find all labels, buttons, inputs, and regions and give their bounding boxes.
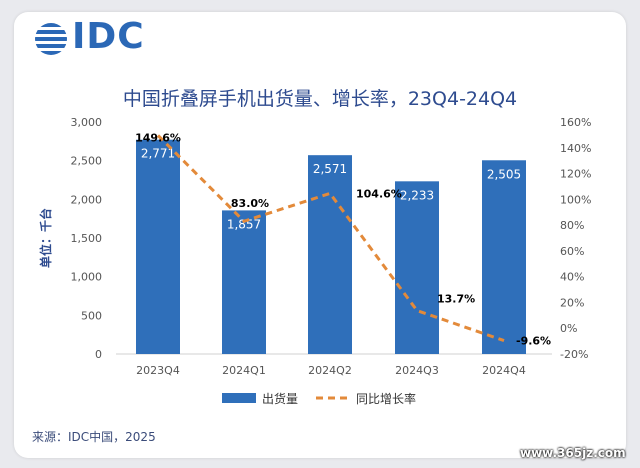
- watermark: www.365jz.com: [520, 446, 626, 460]
- left-tick-label: 1,500: [71, 232, 103, 245]
- legend: 出货量 同比增长率: [222, 391, 416, 406]
- x-tick-label: 2023Q4: [136, 364, 180, 377]
- right-axis-ticks: 160% 140% 120% 100% 80% 60% 40% 20% 0% -20%: [560, 116, 591, 361]
- right-tick-label: 140%: [560, 142, 591, 155]
- x-axis-ticks: 2023Q4 2024Q1 2024Q2 2024Q3 2024Q4: [136, 364, 526, 377]
- bar: [308, 155, 352, 354]
- x-tick-label: 2024Q3: [395, 364, 439, 377]
- left-axis-ticks: 3,000 2,500 2,000 1,500 1,000 500 0: [71, 116, 103, 361]
- x-tick-label: 2024Q1: [222, 364, 266, 377]
- right-tick-label: 60%: [560, 245, 584, 258]
- combo-chart: 3,000 2,500 2,000 1,500 1,000 500 0 160% 140% 12…: [38, 116, 591, 406]
- left-tick-label: 1,000: [71, 271, 103, 284]
- legend-bar-label: 出货量: [262, 391, 298, 406]
- bar-value-label: 2,233: [400, 188, 434, 202]
- growth-rate-line: [156, 134, 505, 343]
- growth-rate-series: 149.6% 83.0% 104.6% 13.7% -9.6%: [135, 131, 551, 347]
- left-tick-label: 3,000: [71, 116, 103, 129]
- right-tick-label: 100%: [560, 193, 591, 206]
- bar-value-label: 2,505: [487, 167, 521, 181]
- chart-title: 中国折叠屏手机出货量、增长率，23Q4-24Q4: [122, 88, 518, 110]
- bar-value-label: 2,571: [313, 162, 347, 176]
- growth-rate-label: -9.6%: [516, 335, 551, 348]
- idc-logo: IDC: [72, 16, 145, 57]
- y-axis-label: 单位：千台: [38, 208, 53, 268]
- right-tick-label: 160%: [560, 116, 591, 129]
- bar: [482, 160, 526, 354]
- right-tick-label: -20%: [560, 348, 588, 361]
- bar-value-label: 2,771: [141, 147, 175, 161]
- x-tick-label: 2024Q4: [482, 364, 526, 377]
- bar: [395, 181, 439, 354]
- bar: [136, 139, 180, 354]
- right-tick-label: 120%: [560, 168, 591, 181]
- left-tick-label: 2,500: [71, 155, 103, 168]
- left-tick-label: 500: [81, 309, 102, 322]
- growth-rate-label: 104.6%: [356, 187, 402, 200]
- right-tick-label: 0%: [560, 322, 577, 335]
- growth-rate-label: 149.6%: [135, 131, 181, 144]
- growth-rate-label: 83.0%: [231, 197, 269, 210]
- idc-globe-icon: [35, 23, 67, 55]
- x-tick-label: 2024Q2: [308, 364, 352, 377]
- right-tick-label: 40%: [560, 271, 584, 284]
- source-note: 来源：IDC中国，2025: [32, 430, 156, 444]
- right-tick-label: 80%: [560, 219, 584, 232]
- legend-bar-swatch: [222, 393, 256, 403]
- left-tick-label: 2,000: [71, 193, 103, 206]
- bar-value-label: 1,857: [227, 217, 261, 231]
- bar: [222, 210, 266, 354]
- left-tick-label: 0: [95, 348, 102, 361]
- bar-series: 2,771 1,857 2,571 2,233 2,505: [136, 139, 526, 354]
- legend-line-label: 同比增长率: [356, 391, 416, 406]
- right-tick-label: 20%: [560, 296, 584, 309]
- growth-rate-label: 13.7%: [437, 293, 475, 306]
